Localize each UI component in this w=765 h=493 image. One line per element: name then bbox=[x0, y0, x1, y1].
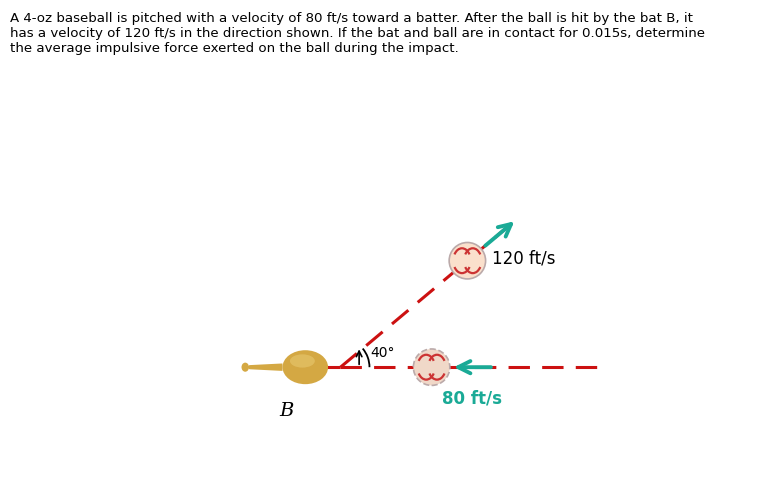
Ellipse shape bbox=[290, 354, 315, 368]
Text: 80 ft/s: 80 ft/s bbox=[442, 390, 503, 408]
Text: B: B bbox=[279, 402, 294, 421]
Text: A 4-oz baseball is pitched with a velocity of 80 ft/s toward a batter. After the: A 4-oz baseball is pitched with a veloci… bbox=[10, 12, 705, 55]
Text: 120 ft/s: 120 ft/s bbox=[492, 249, 555, 268]
Circle shape bbox=[449, 243, 486, 279]
Ellipse shape bbox=[242, 363, 249, 372]
Text: 40°: 40° bbox=[370, 346, 395, 360]
Circle shape bbox=[413, 349, 450, 386]
Ellipse shape bbox=[282, 350, 328, 384]
Polygon shape bbox=[247, 363, 282, 371]
